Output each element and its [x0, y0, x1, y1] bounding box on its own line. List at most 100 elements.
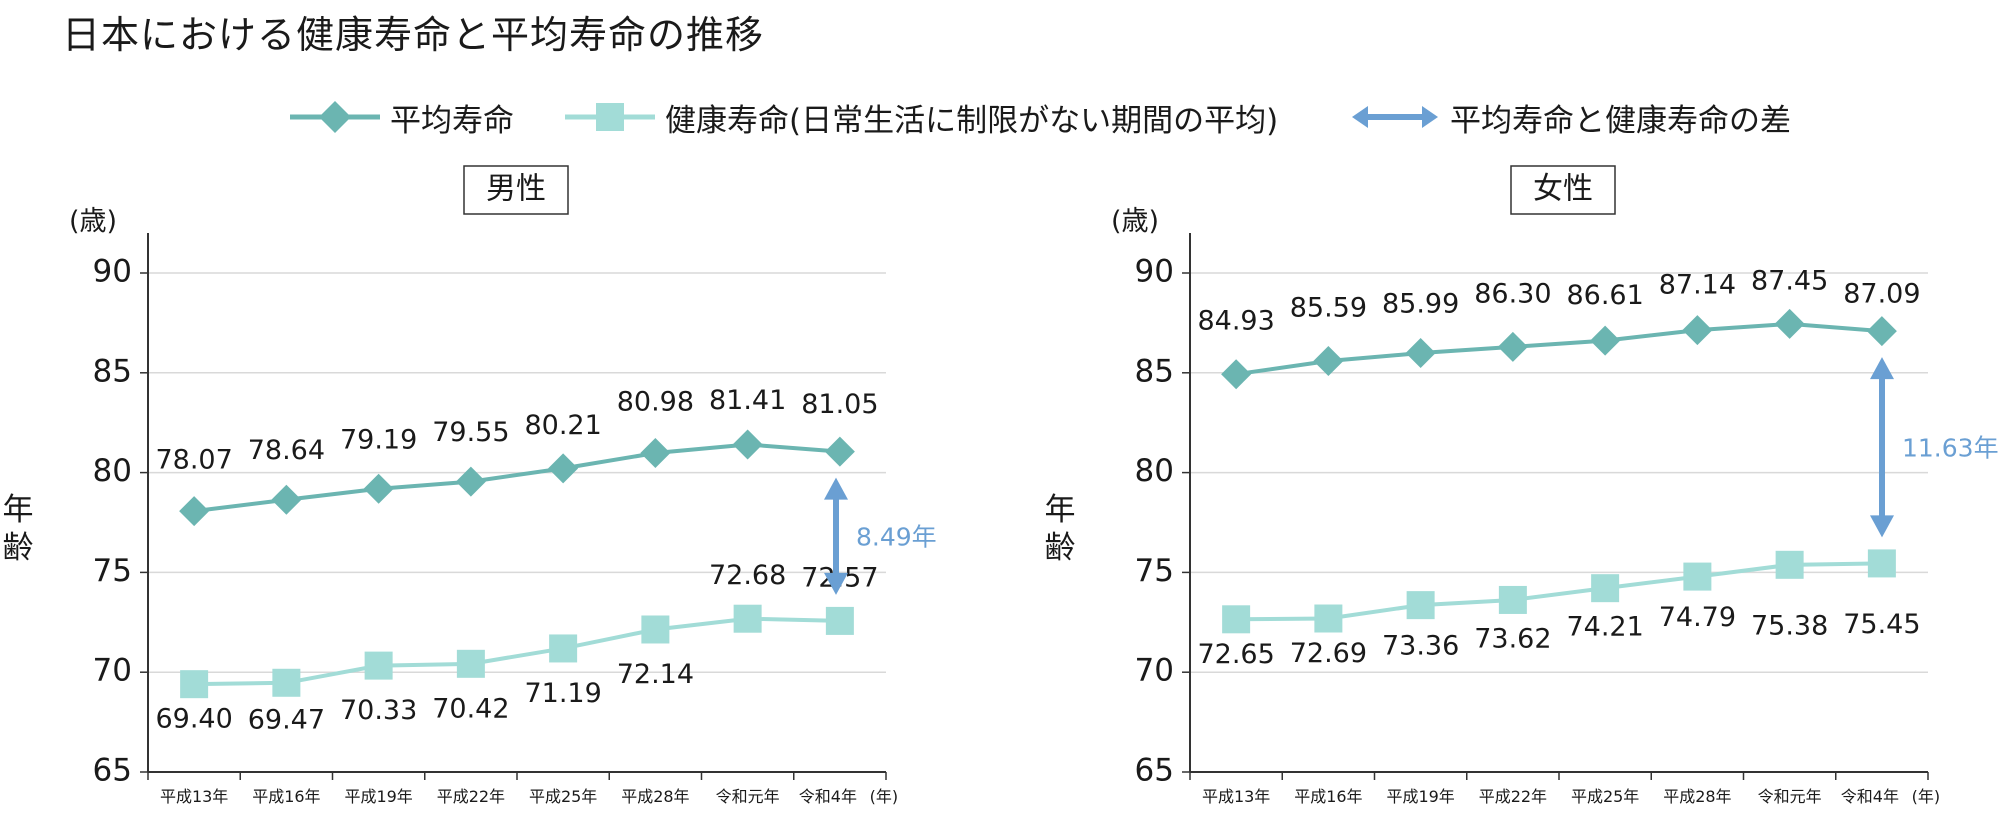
y-tick-label: 75 [93, 553, 132, 589]
chart-male: 男性 (歳) 年齢 65 70 75 80 85 90 平成13年 平成16年 平成19年 平成22年 平… [3, 165, 937, 806]
point-healthy-life-expectancy [549, 634, 578, 663]
chart-title-box [463, 165, 569, 215]
data-label-healthy-life-expectancy: 72.65 [1197, 639, 1274, 670]
data-label-life-expectancy: 85.59 [1290, 293, 1367, 324]
point-life-expectancy [1774, 308, 1805, 339]
data-label-healthy-life-expectancy: 74.21 [1566, 612, 1643, 643]
data-label-healthy-life-expectancy: 72.69 [1290, 638, 1367, 669]
point-healthy-life-expectancy [180, 670, 209, 699]
point-healthy-life-expectancy [1867, 549, 1896, 578]
x-tick-label: 令和元年 [716, 787, 780, 806]
point-life-expectancy [1221, 359, 1252, 390]
point-healthy-life-expectancy [364, 651, 393, 680]
point-life-expectancy [271, 484, 302, 515]
y-axis-label: 年齢 [1045, 492, 1076, 566]
x-tick-label: 平成13年 [160, 787, 228, 806]
data-label-life-expectancy: 79.19 [340, 424, 417, 455]
data-label-life-expectancy: 79.55 [432, 417, 509, 448]
x-tick-label: 平成19年 [344, 787, 412, 806]
y-tick-label: 70 [93, 653, 132, 689]
x-tick-label: 令和4年 [799, 787, 857, 806]
y-tick-label: 90 [1135, 254, 1174, 290]
y-tick-label: 90 [93, 254, 132, 290]
line-healthy-life-expectancy [194, 616, 840, 687]
point-healthy-life-expectancy [641, 615, 670, 644]
x-tick-label: 平成16年 [252, 787, 320, 806]
legend-label-gap: 平均寿命と健康寿命の差 [1450, 102, 1791, 139]
data-label-healthy-life-expectancy: 75.45 [1843, 609, 1920, 640]
point-life-expectancy [1682, 315, 1713, 346]
data-label-healthy-life-expectancy: 74.79 [1659, 602, 1736, 633]
y-tick-label: 80 [1135, 453, 1174, 489]
point-healthy-life-expectancy [733, 604, 762, 633]
data-label-healthy-life-expectancy: 73.36 [1382, 631, 1459, 662]
gap-arrow-head-up [1870, 357, 1894, 380]
square-marker-icon [565, 103, 655, 131]
data-label-life-expectancy: 84.93 [1197, 306, 1274, 337]
point-life-expectancy [1313, 346, 1344, 377]
point-healthy-life-expectancy [1498, 585, 1527, 614]
data-label-life-expectancy: 86.30 [1474, 278, 1551, 309]
point-life-expectancy [1497, 331, 1528, 362]
point-healthy-life-expectancy [825, 606, 854, 635]
y-tick-label: 75 [1135, 553, 1174, 589]
data-label-healthy-life-expectancy: 72.68 [709, 560, 786, 591]
chart-title-box [1510, 165, 1616, 215]
data-label-healthy-life-expectancy: 69.40 [155, 704, 232, 735]
data-label-life-expectancy: 78.07 [155, 445, 232, 476]
point-life-expectancy [1866, 316, 1897, 347]
data-label-life-expectancy: 80.98 [617, 387, 694, 418]
point-life-expectancy [1590, 325, 1621, 356]
line-healthy-life-expectancy [1236, 561, 1882, 622]
diamond-marker-icon [290, 101, 380, 133]
point-healthy-life-expectancy [456, 649, 485, 678]
legend-item-gap: 平均寿命と健康寿命の差 [1350, 92, 1791, 142]
data-label-healthy-life-expectancy: 70.33 [340, 695, 417, 726]
line-life-expectancy [1235, 321, 1883, 377]
gap-label: 11.63年 [1902, 433, 1999, 462]
y-axis-label: 年齢 [3, 492, 34, 566]
y-unit-label: (歳) [69, 206, 117, 237]
point-life-expectancy [455, 466, 486, 497]
y-unit-label: (歳) [1111, 206, 1159, 237]
y-tick-label: 65 [1135, 753, 1174, 789]
gap-arrow-head-up [824, 477, 848, 500]
data-label-life-expectancy: 87.45 [1751, 265, 1828, 296]
data-label-life-expectancy: 80.21 [524, 410, 601, 441]
data-label-life-expectancy: 87.14 [1659, 270, 1736, 301]
point-life-expectancy [548, 453, 579, 484]
data-label-life-expectancy: 81.41 [709, 385, 786, 416]
y-tick-label: 85 [1135, 353, 1174, 389]
point-healthy-life-expectancy [1406, 591, 1435, 620]
data-label-healthy-life-expectancy: 75.38 [1751, 610, 1828, 641]
x-tick-label: 令和4年 [1841, 787, 1899, 806]
point-life-expectancy [732, 429, 763, 460]
gap-label: 8.49年 [856, 522, 937, 551]
double-arrow-icon [1352, 106, 1438, 128]
point-healthy-life-expectancy [1314, 604, 1343, 633]
x-tick-label: 令和元年 [1758, 787, 1822, 806]
legend-label-life-expectancy: 平均寿命 [390, 102, 514, 139]
point-life-expectancy [824, 436, 855, 467]
chart-female: 女性 (歳) 年齢 65 70 75 80 85 90 平成13年 平成16年 平成19年 平成22年 平… [1045, 165, 1999, 806]
data-label-life-expectancy: 78.64 [248, 435, 325, 466]
point-life-expectancy [363, 473, 394, 504]
data-label-healthy-life-expectancy: 71.19 [524, 678, 601, 709]
x-tick-label: 平成19年 [1386, 787, 1454, 806]
page-title: 日本における健康寿命と平均寿命の推移 [62, 13, 765, 57]
data-label-life-expectancy: 87.09 [1843, 279, 1920, 310]
point-life-expectancy [179, 496, 210, 527]
y-tick-label: 85 [93, 353, 132, 389]
x-tick-label: 平成16年 [1294, 787, 1362, 806]
x-tick-label: 平成28年 [1663, 787, 1731, 806]
x-tick-label: 平成25年 [1571, 787, 1639, 806]
point-healthy-life-expectancy [1683, 562, 1712, 591]
data-label-healthy-life-expectancy: 72.14 [617, 659, 694, 690]
x-tick-label: 平成13年 [1202, 787, 1270, 806]
x-tick-label: 平成28年 [621, 787, 689, 806]
point-healthy-life-expectancy [1591, 574, 1620, 603]
data-label-healthy-life-expectancy: 73.62 [1474, 623, 1551, 654]
x-tick-label: 平成22年 [1479, 787, 1547, 806]
data-label-life-expectancy: 85.99 [1382, 289, 1459, 320]
